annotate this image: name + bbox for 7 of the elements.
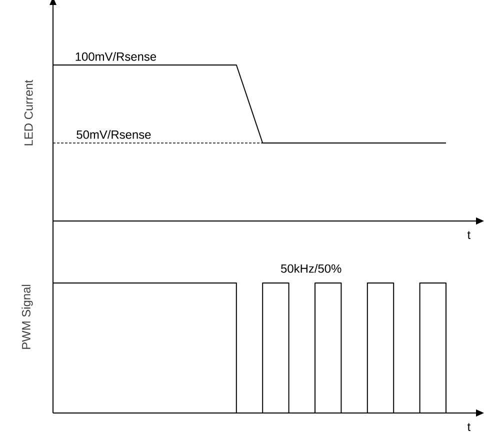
x-axis-title: t [467,423,470,431]
x-axis-title: t [467,231,470,239]
annotation: 50kHz/50% [281,264,342,273]
annotation: 100mV/Rsense [76,52,156,61]
y-axis-title: PWM Signal [22,284,33,349]
y-axis-title: LED Current [24,80,33,146]
ref-line-label: 50mV/Rsense [76,130,151,139]
